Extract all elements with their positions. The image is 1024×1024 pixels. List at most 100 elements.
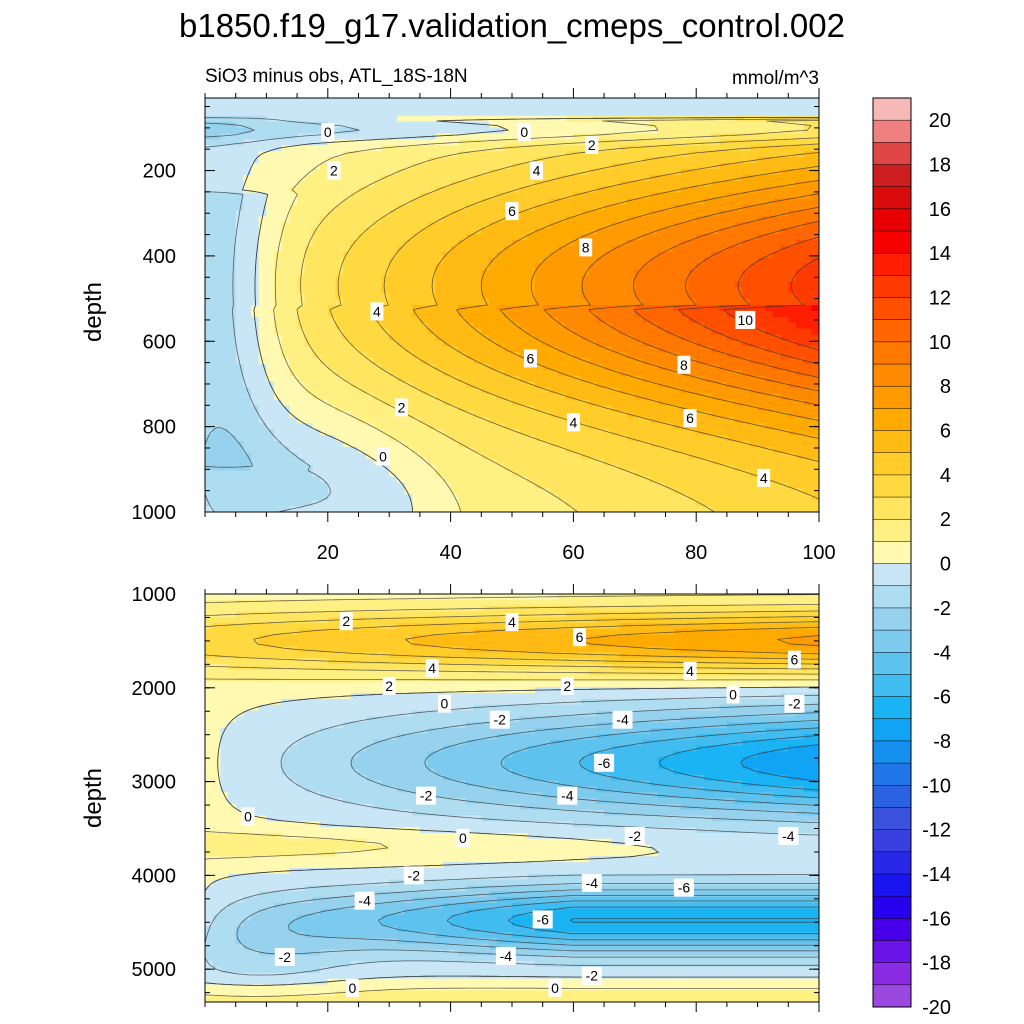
contour-band-cell: [304, 192, 314, 200]
contour-band-cell: [573, 458, 582, 466]
contour-band-cell: [558, 239, 567, 247]
contour-band-cell: [558, 103, 567, 111]
contour-band-cell: [481, 263, 490, 271]
contour-band-cell: [389, 157, 398, 164]
contour-band-cell: [726, 151, 736, 158]
contour-band-cell: [450, 269, 459, 277]
contour-band-cell: [488, 239, 498, 247]
contour-band-cell: [504, 121, 513, 129]
contour-band-cell: [657, 441, 667, 448]
contour-band-cell: [788, 151, 797, 158]
contour-band-cell: [535, 328, 544, 336]
contour-band-cell: [312, 234, 321, 241]
contour-band-cell: [404, 370, 413, 377]
contour-band-cell: [205, 305, 214, 312]
contour-band-cell: [373, 281, 383, 288]
contour-band-cell: [281, 322, 291, 330]
contour-band-cell: [657, 251, 667, 259]
contour-band-cell: [343, 121, 352, 129]
contour-band-cell: [734, 352, 743, 359]
contour-band-cell: [320, 316, 329, 324]
contour-band-cell: [335, 263, 344, 271]
contour-band-cell: [542, 168, 551, 176]
contour-band-cell: [604, 322, 613, 330]
contour-band-cell: [235, 281, 244, 288]
contour-band-cell: [550, 381, 559, 389]
contour-band-cell: [642, 109, 651, 117]
contour-band-cell: [512, 458, 521, 466]
contour-band-cell: [703, 399, 713, 407]
contour-band-cell: [396, 180, 406, 188]
contour-band-cell: [220, 245, 229, 253]
contour-band-cell: [711, 133, 720, 140]
contour-band-cell: [780, 305, 789, 312]
contour-band-cell: [389, 417, 398, 424]
contour-band-cell: [373, 381, 383, 389]
contour-band-cell: [811, 310, 819, 318]
contour-band-cell: [281, 441, 291, 448]
contour-band-cell: [396, 174, 406, 182]
contour-band-cell: [381, 245, 390, 253]
contour-band-cell: [366, 446, 375, 454]
contour-band-cell: [373, 269, 383, 277]
contour-band-cell: [251, 417, 260, 424]
contour-band-cell: [458, 375, 467, 383]
contour-band-cell: [243, 109, 252, 117]
contour-band-cell: [665, 163, 674, 170]
contour-band-cell: [205, 269, 214, 277]
contour-band-cell: [565, 121, 574, 129]
contour-band-cell: [788, 305, 797, 312]
contour-band-cell: [488, 322, 498, 330]
contour-band-cell: [757, 310, 766, 318]
contour-band-cell: [596, 393, 605, 401]
contour-band-cell: [496, 109, 505, 117]
contour-band-cell: [450, 157, 459, 164]
contour-band-cell: [519, 322, 528, 330]
contour-band-cell: [373, 287, 383, 294]
contour-band-cell: [719, 305, 728, 312]
contour-band-cell: [212, 399, 221, 407]
contour-band-cell: [627, 423, 636, 430]
contour-band-cell: [266, 399, 275, 407]
contour-band-cell: [627, 316, 636, 324]
contour-band-cell: [366, 393, 375, 401]
contour-band-cell: [435, 446, 444, 454]
contour-band-cell: [228, 393, 237, 401]
contour-band-cell: [757, 346, 766, 353]
contour-band-cell: [243, 441, 252, 448]
contour-band-cell: [366, 441, 375, 448]
contour-band-cell: [258, 381, 268, 389]
contour-band-cell: [481, 186, 490, 194]
contour-band-cell: [220, 127, 229, 135]
contour-band-cell: [550, 163, 559, 170]
contour-band-cell: [558, 145, 567, 152]
contour-band-cell: [343, 151, 352, 158]
contour-band-cell: [488, 127, 498, 135]
contour-band-cell: [611, 287, 621, 294]
contour-band-cell: [327, 151, 337, 158]
contour-band-cell: [519, 145, 528, 152]
contour-band-cell: [565, 180, 574, 188]
contour-band-cell: [465, 328, 475, 336]
contour-band-cell: [719, 375, 728, 383]
contour-band-cell: [258, 204, 268, 211]
contour-band-cell: [596, 139, 605, 146]
contour-band-cell: [711, 446, 720, 454]
contour-band-cell: [312, 151, 321, 158]
contour-band-cell: [327, 429, 337, 436]
contour-band-cell: [542, 322, 551, 330]
contour-band-cell: [757, 157, 766, 164]
contour-band-cell: [703, 239, 713, 247]
contour-band-cell: [757, 168, 766, 176]
contour-band-cell: [312, 109, 321, 117]
contour-band-cell: [611, 127, 621, 135]
contour-band-cell: [458, 281, 467, 288]
contour-band-cell: [696, 269, 705, 277]
contour-band-cell: [243, 334, 252, 342]
contour-band-cell: [251, 192, 260, 200]
contour-band-cell: [251, 145, 260, 152]
contour-band-cell: [573, 222, 582, 229]
contour-band-cell: [266, 458, 275, 466]
contour-band-cell: [811, 121, 819, 129]
contour-band-cell: [604, 316, 613, 324]
